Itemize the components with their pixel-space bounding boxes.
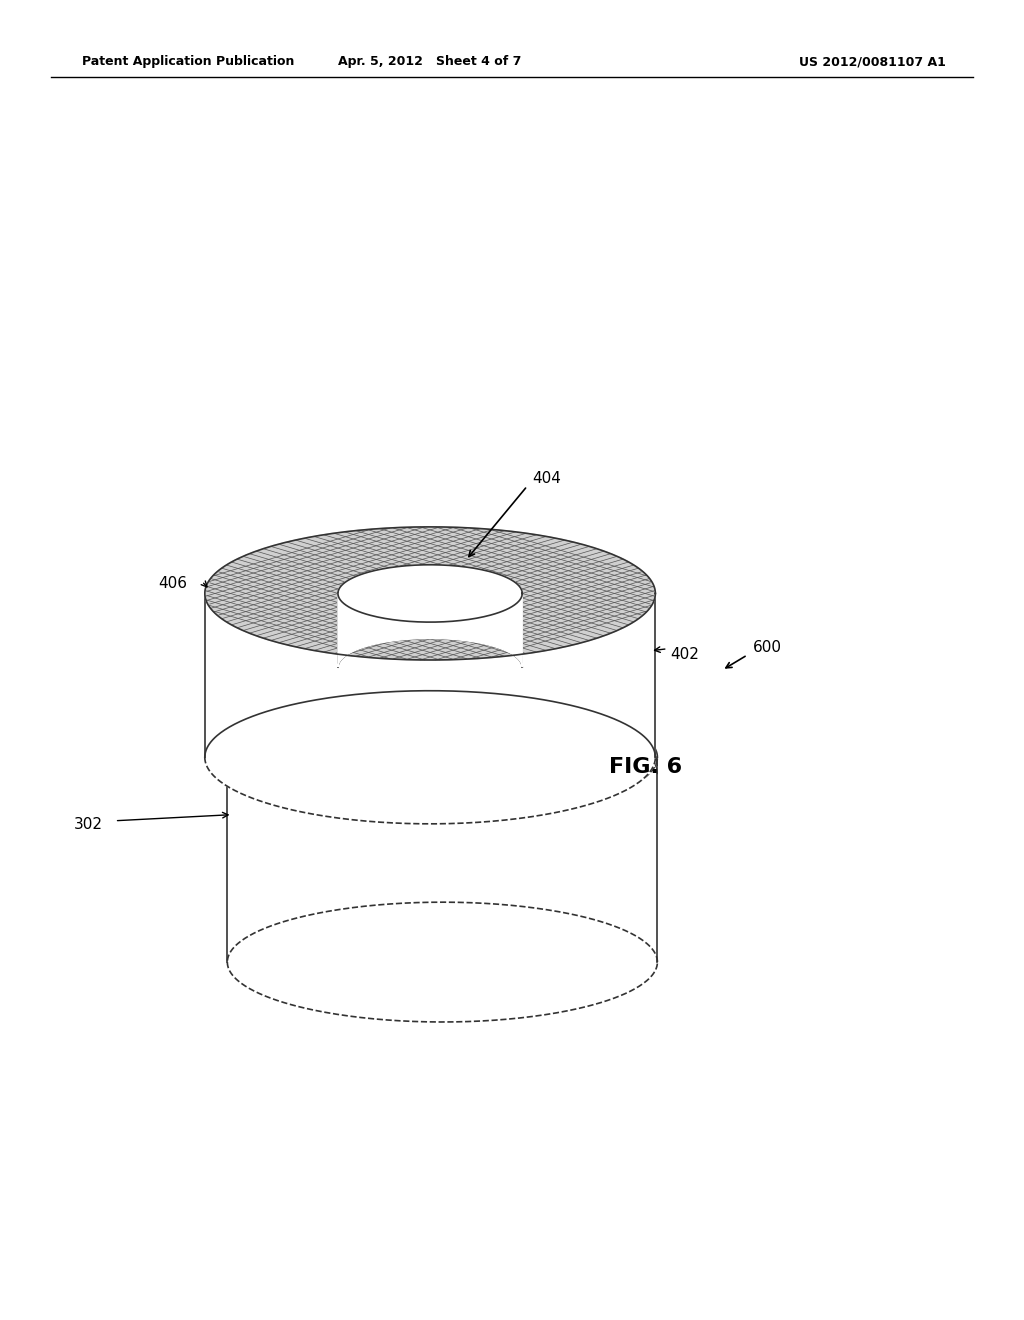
Text: Apr. 5, 2012   Sheet 4 of 7: Apr. 5, 2012 Sheet 4 of 7 xyxy=(338,55,522,69)
Text: US 2012/0081107 A1: US 2012/0081107 A1 xyxy=(799,55,945,69)
Text: 600: 600 xyxy=(753,640,781,655)
Text: 406: 406 xyxy=(159,577,187,591)
Text: FIG. 6: FIG. 6 xyxy=(608,756,682,776)
Text: 404: 404 xyxy=(532,471,561,486)
Polygon shape xyxy=(205,527,655,824)
Polygon shape xyxy=(338,565,522,622)
Polygon shape xyxy=(205,527,655,660)
Polygon shape xyxy=(338,594,522,667)
Text: 302: 302 xyxy=(74,817,102,832)
Text: 402: 402 xyxy=(671,647,699,661)
Text: Patent Application Publication: Patent Application Publication xyxy=(82,55,294,69)
